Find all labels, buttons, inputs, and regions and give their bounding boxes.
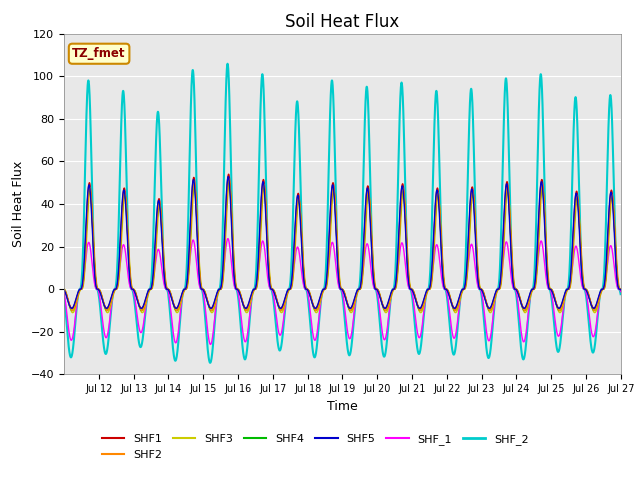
SHF2 (611, 226, 618, 231)
SHF1 (68, 305, 76, 311)
SHF2 (532, 278, 540, 284)
SHF_1 (207, 342, 214, 348)
Legend: SHF1, SHF2, SHF3, SHF4, SHF5, SHF_1, SHF_2: SHF1, SHF2, SHF3, SHF4, SHF5, SHF_1, SHF… (97, 430, 533, 464)
SHF4 (68, 308, 76, 313)
SHF2 (174, 306, 182, 312)
SHF5 (617, 287, 625, 292)
SHF_2 (414, 349, 422, 355)
SHF4 (174, 306, 182, 312)
SHF4 (532, 276, 540, 282)
SHF_2 (617, 291, 625, 297)
Line: SHF2: SHF2 (64, 179, 621, 311)
SHF5 (225, 174, 232, 180)
SHF1 (60, 287, 68, 292)
SHF3 (174, 309, 182, 315)
SHF_2 (224, 61, 232, 67)
SHF1 (463, 265, 471, 271)
SHF3 (532, 281, 540, 287)
Line: SHF3: SHF3 (64, 183, 621, 312)
SHF3 (499, 266, 506, 272)
SHF_2 (60, 293, 68, 299)
SHF2 (463, 271, 471, 277)
Title: Soil Heat Flux: Soil Heat Flux (285, 12, 399, 31)
SHF4 (60, 287, 68, 292)
SHF1 (225, 171, 232, 177)
SHF1 (414, 303, 422, 309)
SHF4 (463, 269, 471, 275)
SHF_1 (463, 272, 471, 277)
SHF2 (499, 260, 506, 265)
Line: SHF_1: SHF_1 (64, 239, 621, 345)
Text: TZ_fmet: TZ_fmet (72, 47, 126, 60)
SHF5 (68, 305, 76, 311)
SHF3 (69, 310, 77, 315)
SHF_2 (532, 230, 540, 236)
SHF_2 (611, 218, 618, 224)
SHF5 (499, 245, 506, 251)
SHF1 (174, 304, 182, 310)
SHF2 (60, 287, 68, 292)
SHF_1 (617, 288, 625, 294)
SHF1 (611, 230, 618, 236)
SHF5 (414, 304, 422, 310)
SHF3 (60, 286, 68, 292)
SHF_1 (174, 332, 182, 337)
SHF4 (499, 257, 506, 263)
X-axis label: Time: Time (327, 400, 358, 413)
Y-axis label: Soil Heat Flux: Soil Heat Flux (12, 161, 25, 247)
SHF_1 (224, 236, 232, 241)
SHF3 (414, 304, 422, 310)
SHF_2 (463, 209, 471, 215)
SHF5 (463, 260, 471, 266)
SHF2 (68, 308, 76, 313)
SHF2 (414, 304, 422, 310)
SHF4 (414, 304, 422, 310)
SHF5 (532, 270, 540, 276)
Line: SHF1: SHF1 (64, 174, 621, 308)
Line: SHF_2: SHF_2 (64, 64, 621, 363)
SHF_1 (414, 332, 422, 337)
SHF2 (225, 176, 233, 181)
SHF5 (60, 287, 68, 293)
SHF_1 (611, 268, 618, 274)
Line: SHF5: SHF5 (64, 177, 621, 308)
SHF4 (611, 230, 618, 236)
SHF2 (617, 287, 625, 292)
SHF3 (463, 276, 471, 282)
SHF_1 (499, 264, 506, 270)
SHF_2 (499, 175, 506, 180)
SHF_2 (174, 343, 182, 349)
SHF1 (617, 287, 625, 292)
SHF5 (611, 239, 618, 244)
SHF1 (499, 252, 506, 258)
SHF_2 (206, 360, 214, 366)
SHF3 (225, 180, 233, 186)
SHF4 (225, 178, 232, 184)
SHF5 (174, 303, 182, 309)
SHF1 (532, 274, 540, 280)
SHF3 (611, 222, 618, 228)
SHF_1 (532, 276, 540, 282)
SHF3 (617, 286, 625, 292)
SHF4 (617, 287, 625, 292)
Line: SHF4: SHF4 (64, 181, 621, 311)
SHF_1 (60, 289, 68, 295)
